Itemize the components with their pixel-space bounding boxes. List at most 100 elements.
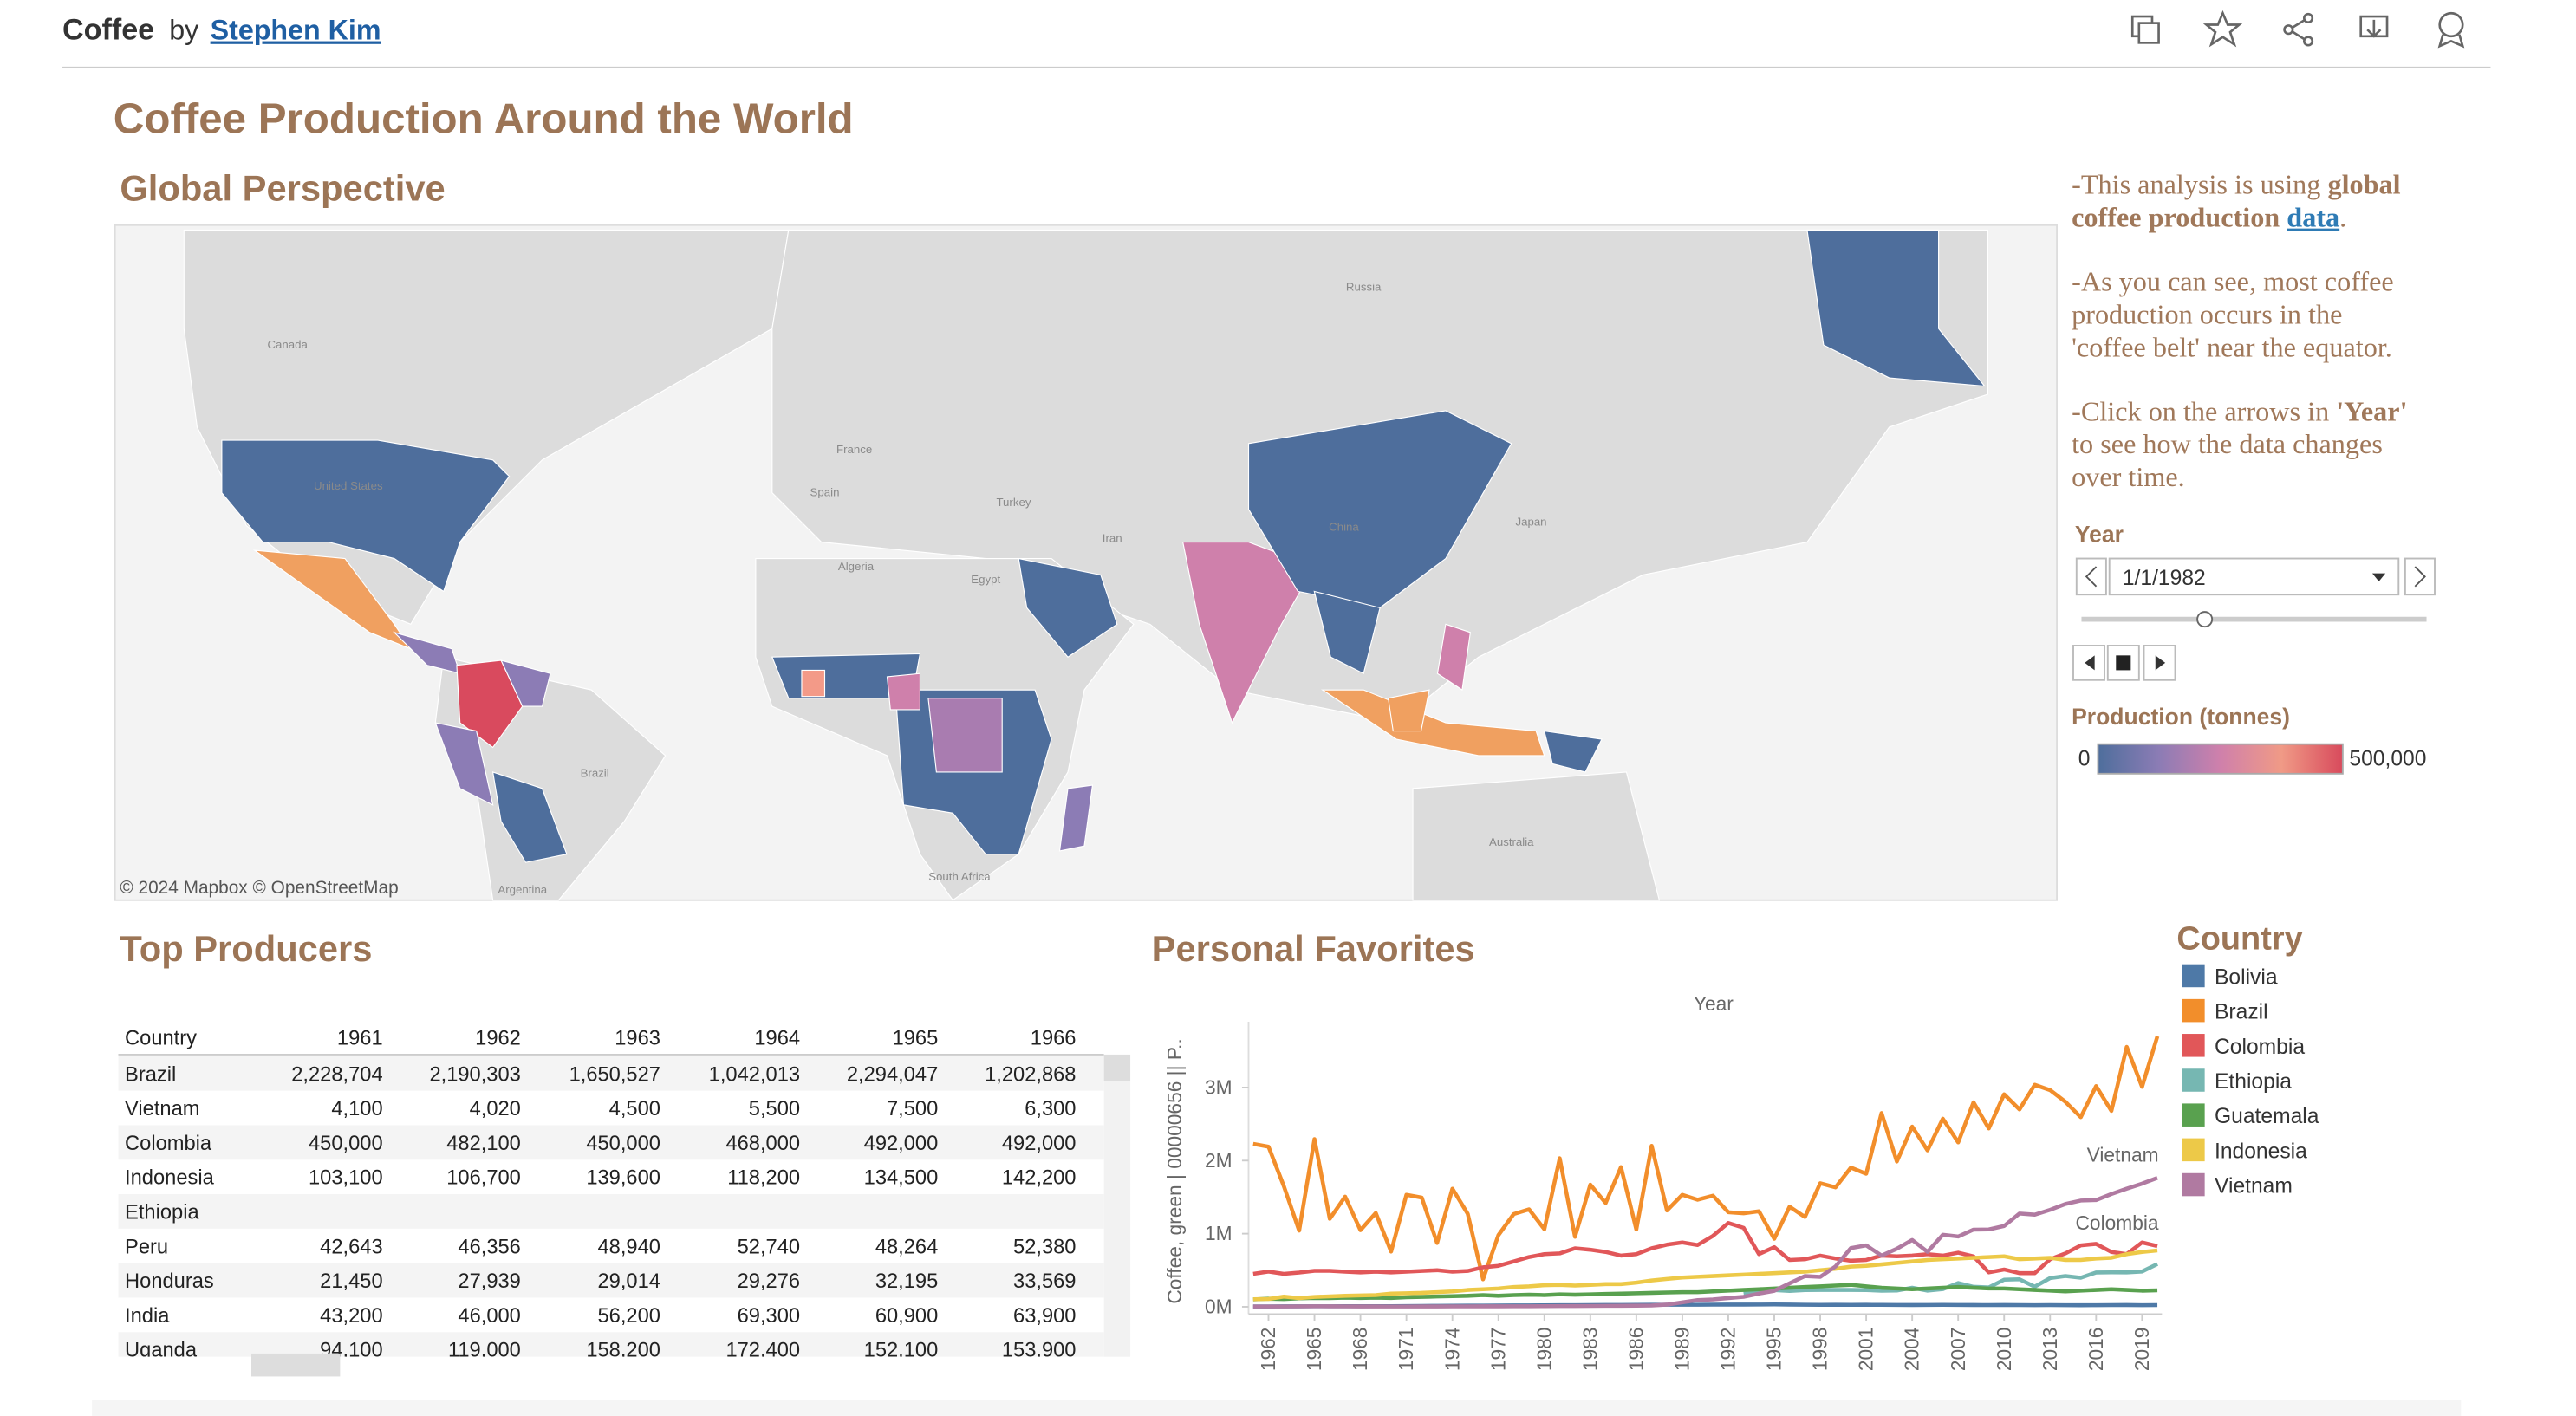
annotation: Colombia [2076,1211,2159,1234]
table-cell: 2,228,704 [291,1063,382,1086]
toolbar [2130,10,2465,49]
note-run: 'coffee belt' near the equator. [2072,331,2392,362]
x-tick-label: 1986 [1624,1328,1647,1372]
table-row-band [118,1125,1104,1160]
line-chart: Year Coffee, green | 00000656 || P.. 0M 1M 2… [1163,992,2163,1371]
legend-swatch[interactable] [2182,1034,2205,1057]
color-legend-min: 0 [2078,747,2091,770]
table-cell: 158,200 [586,1340,660,1362]
legend-label[interactable]: Vietnam [2215,1175,2293,1198]
metrics-button[interactable] [2437,11,2465,49]
series-line [1252,1248,2158,1302]
table-row-header: Indonesia [125,1167,215,1190]
table-header: 1965 [893,1028,939,1050]
table-hscroll-thumb[interactable] [250,1353,341,1377]
table-cell: 33,569 [1013,1270,1076,1293]
table-vscroll-thumb[interactable] [1103,1054,1131,1081]
x-tick-label: 2019 [2130,1328,2153,1372]
map-label: Canada [267,338,308,351]
year-dropdown[interactable] [2108,557,2400,596]
table-row-header: India [125,1305,170,1328]
series-line [1252,1176,2158,1309]
slider-handle[interactable] [2196,611,2214,628]
dashboard-title: Coffee Production Around the World [114,95,854,143]
step-back[interactable] [2072,645,2105,681]
color-legend-title: Production (tonnes) [2072,704,2290,730]
note-link[interactable]: data [2287,202,2339,233]
map-label: China [1329,520,1359,533]
map-label: South Africa [928,870,991,883]
table-cell: 5,500 [749,1098,800,1120]
annotation: Vietnam [2087,1143,2159,1166]
download-button[interactable] [2359,15,2389,38]
favorite-button[interactable] [2202,10,2243,48]
legend-swatch[interactable] [2182,1138,2205,1162]
color-legend-max: 500,000 [2349,747,2426,770]
playback-controls [2072,645,2176,681]
y-tick-label: 2M [1205,1149,1233,1172]
table-cell: 60,900 [875,1305,938,1328]
table-cell: 94,100 [320,1340,382,1362]
map-label: Argentina [498,883,547,896]
x-tick-label: 1971 [1395,1328,1417,1372]
note-line: production occurs in the [2072,298,2342,329]
table-cell: 52,380 [1013,1236,1076,1258]
y-tick-label: 1M [1205,1222,1233,1244]
table-cell: 46,356 [458,1236,520,1258]
legend-label[interactable]: Colombia [2215,1036,2305,1059]
legend-swatch[interactable] [2182,964,2205,988]
table-cell: 152,100 [864,1340,939,1362]
table-cell: 4,020 [470,1098,521,1120]
table-header: 1961 [337,1028,383,1050]
legend-label[interactable]: Guatemala [2215,1105,2319,1128]
x-tick-label: 1989 [1670,1328,1693,1372]
legend-label[interactable]: Indonesia [2215,1140,2307,1163]
legend-label[interactable]: Bolivia [2215,965,2278,989]
share-button[interactable] [2283,12,2314,47]
note-run: . [2339,202,2346,233]
table-cell: 1,042,013 [709,1063,800,1086]
x-tick-label: 1998 [1809,1328,1831,1372]
legend-label[interactable]: Brazil [2215,1001,2268,1024]
map-label: Egypt [971,573,1000,586]
map-label: Turkey [996,496,1031,509]
year-next[interactable] [2404,557,2436,596]
table-row-header: Vietnam [125,1098,199,1120]
x-tick-label: 1968 [1349,1328,1371,1372]
duplicate-button[interactable] [2130,15,2160,44]
bottom-toolbar [92,1399,2462,1416]
series-line [1252,1221,2158,1276]
legend: Country Bolivia Brazil Colombia Ethiopia Guat… [2176,921,2319,1198]
table-header: 1966 [1031,1028,1077,1050]
author-link[interactable]: Stephen Kim [211,15,381,46]
legend-swatch[interactable] [2182,1172,2205,1197]
table-cell: 56,200 [598,1305,660,1328]
map-label: Spain [810,485,840,498]
map-label: Australia [1489,835,1534,848]
x-tick-label: 1965 [1303,1328,1325,1372]
x-tick-label: 1962 [1257,1328,1279,1372]
table-row-header: Peru [125,1236,168,1258]
x-tick-label: 1977 [1486,1328,1509,1372]
legend-swatch[interactable] [2182,998,2205,1023]
note-run: global [2327,169,2400,200]
table-cell: 492,000 [864,1133,939,1155]
table-cell: 492,000 [1002,1133,1077,1155]
legend-swatch[interactable] [2182,1103,2205,1127]
table-cell: 21,450 [320,1270,382,1293]
stop[interactable] [2106,645,2140,681]
table-cell: 48,264 [875,1236,938,1258]
note-run: over time. [2072,461,2185,492]
note-run: coffee production [2072,202,2287,233]
by-label: by [169,15,199,46]
legend-swatch[interactable] [2182,1068,2205,1092]
map-label: France [836,443,872,456]
map[interactable] [114,224,2058,901]
x-tick-label: 2016 [2085,1328,2107,1372]
table-vscroll[interactable] [1103,1054,1131,1357]
step-forward[interactable] [2143,645,2176,681]
legend-label[interactable]: Ethiopia [2215,1070,2292,1094]
table-cell: 29,014 [598,1270,660,1293]
y-tick-label: 3M [1205,1076,1233,1099]
year-prev[interactable] [2075,557,2107,596]
